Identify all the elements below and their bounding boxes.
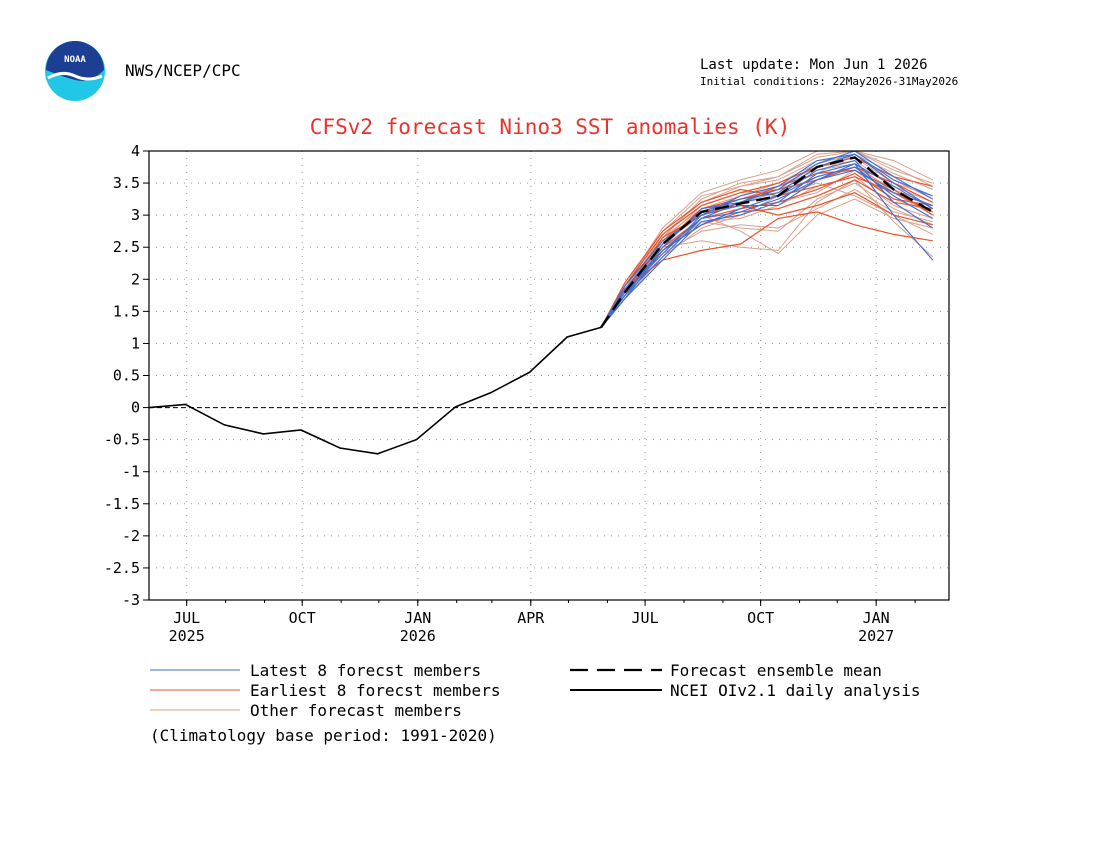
legend-label-mean: Forecast ensemble mean <box>670 661 882 680</box>
climatology-note: (Climatology base period: 1991-2020) <box>150 726 497 745</box>
x-tick-label: OCT <box>747 609 774 627</box>
chart-title: CFSv2 forecast Nino3 SST anomalies (K) <box>309 115 791 139</box>
y-tick-label: 0 <box>131 399 140 417</box>
x-tick-label: JAN <box>863 609 890 627</box>
y-tick-label: 3.5 <box>113 174 140 192</box>
member-line-other-1 <box>600 150 933 328</box>
member-line-latest-5 <box>600 150 933 328</box>
y-tick-label: 3 <box>131 206 140 224</box>
x-tick-year-label: 2027 <box>858 627 894 645</box>
y-tick-label: 1 <box>131 334 140 352</box>
member-line-earliest-4 <box>600 176 933 328</box>
y-tick-label: 2 <box>131 270 140 288</box>
y-tick-label: -1.5 <box>104 495 140 513</box>
series-layer <box>148 150 934 455</box>
noaa-logo: NOAA <box>45 41 105 101</box>
plot-frame <box>148 150 950 601</box>
y-tick-label: -0.5 <box>104 431 140 449</box>
x-tick-label: JAN <box>404 609 431 627</box>
ensemble-mean-line <box>600 156 934 329</box>
y-tick-label: 4 <box>131 142 140 160</box>
x-tick-year-label: 2026 <box>400 627 436 645</box>
legend-swatches-left <box>150 669 240 711</box>
x-tick-label: JUL <box>173 609 200 627</box>
y-tick-label: -2 <box>122 527 140 545</box>
legend-label-earliest: Earliest 8 forecst members <box>250 681 501 700</box>
legend-label-analysis: NCEI OIv2.1 daily analysis <box>670 681 921 700</box>
y-tick-label: -1 <box>122 463 140 481</box>
x-tick-label: APR <box>517 609 545 627</box>
y-tick-label: -3 <box>122 591 140 609</box>
legend-swatches-right <box>570 668 662 691</box>
member-line-latest-7 <box>600 153 934 328</box>
y-axis: -3 -2.5 -2 -1.5 -1 -0.5 0 0.5 1 1.5 2 2.5 3 3.5 4 <box>104 142 149 609</box>
legend-label-latest: Latest 8 forecst members <box>250 661 482 680</box>
x-tick-label: OCT <box>289 609 316 627</box>
y-tick-label: -2.5 <box>104 559 140 577</box>
member-line-earliest-7 <box>600 169 934 328</box>
analysis-line <box>148 326 602 455</box>
agency-label: NWS/NCEP/CPC <box>125 61 241 80</box>
legend-label-other: Other forecast members <box>250 701 462 720</box>
noaa-logo-text: NOAA <box>64 55 86 65</box>
x-tick-year-label: 2025 <box>169 627 205 645</box>
initial-conditions-text: Initial conditions: 22May2026-31May2026 <box>700 75 959 88</box>
member-line-latest-8 <box>600 159 934 328</box>
member-line-latest-4 <box>600 163 934 328</box>
y-tick-label: 0.5 <box>113 367 140 385</box>
y-tick-label: 1.5 <box>113 302 140 320</box>
member-line-other-15 <box>600 150 933 328</box>
y-tick-label: 2.5 <box>113 238 140 256</box>
member-line-other-4 <box>600 150 933 328</box>
grid <box>149 151 949 600</box>
last-update-text: Last update: Mon Jun 1 2026 <box>700 57 928 73</box>
x-tick-label: JUL <box>632 609 659 627</box>
